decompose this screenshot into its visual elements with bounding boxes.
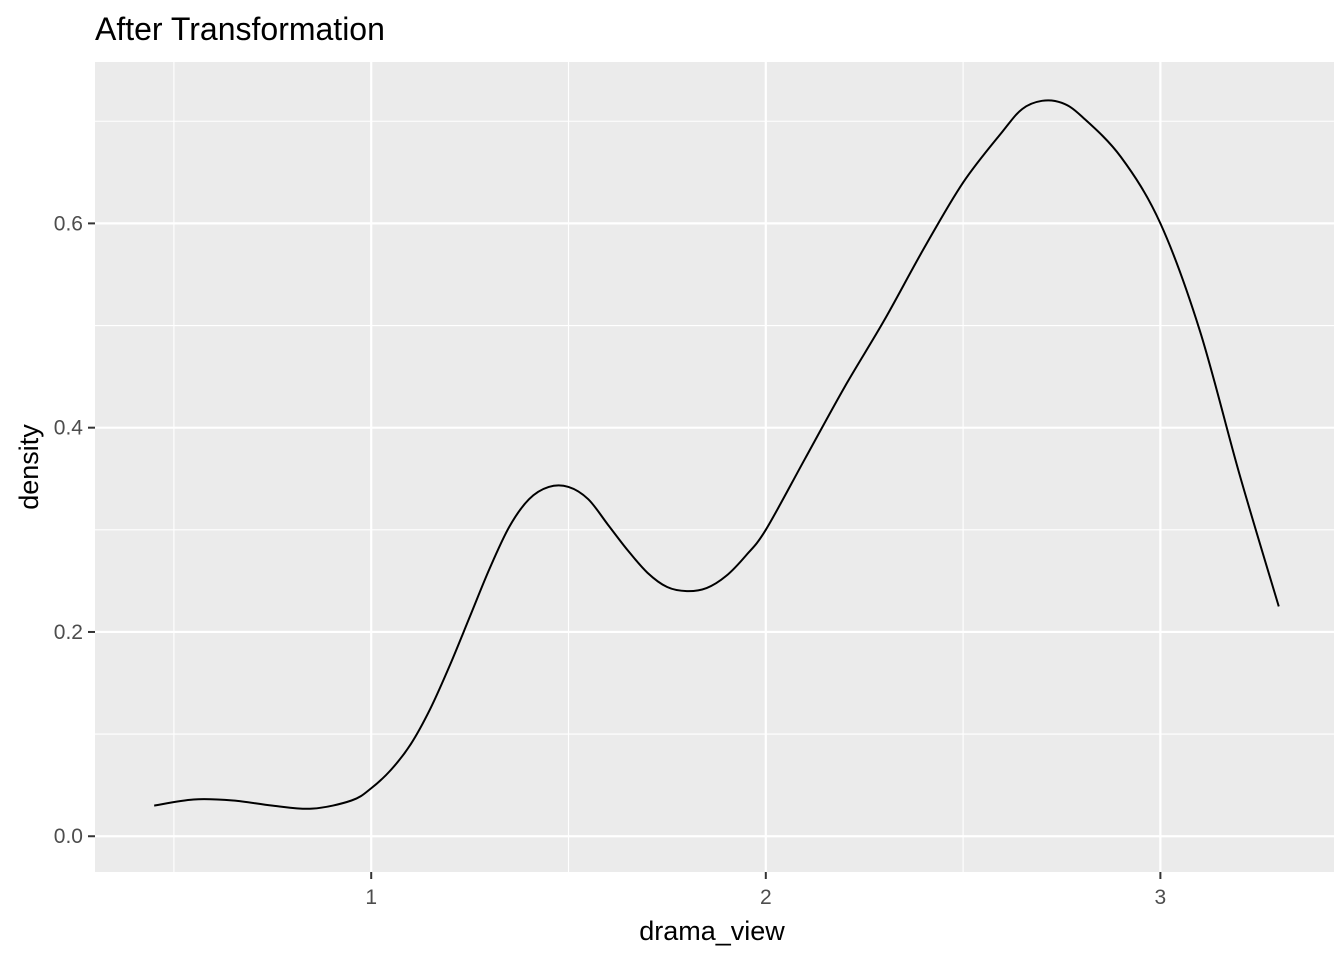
major-gridlines (95, 62, 1334, 872)
x-tick-label: 2 (760, 886, 772, 909)
x-tick-label: 1 (365, 886, 377, 909)
y-tick-label: 0.2 (54, 621, 83, 644)
density-curve (154, 99, 1280, 810)
y-tick-label: 0.0 (54, 825, 83, 848)
y-axis-title: density (14, 424, 44, 510)
x-axis: 1 2 3 (365, 872, 1166, 909)
x-tick-label: 3 (1155, 886, 1167, 909)
y-tick-label: 0.6 (54, 212, 83, 235)
minor-gridlines (95, 62, 1334, 872)
x-axis-title: drama_view (639, 916, 785, 946)
plot-panel (95, 62, 1334, 872)
chart-title: After Transformation (95, 11, 385, 47)
y-tick-label: 0.4 (54, 417, 84, 440)
y-axis: 0.0 0.2 0.4 0.6 (54, 212, 95, 848)
